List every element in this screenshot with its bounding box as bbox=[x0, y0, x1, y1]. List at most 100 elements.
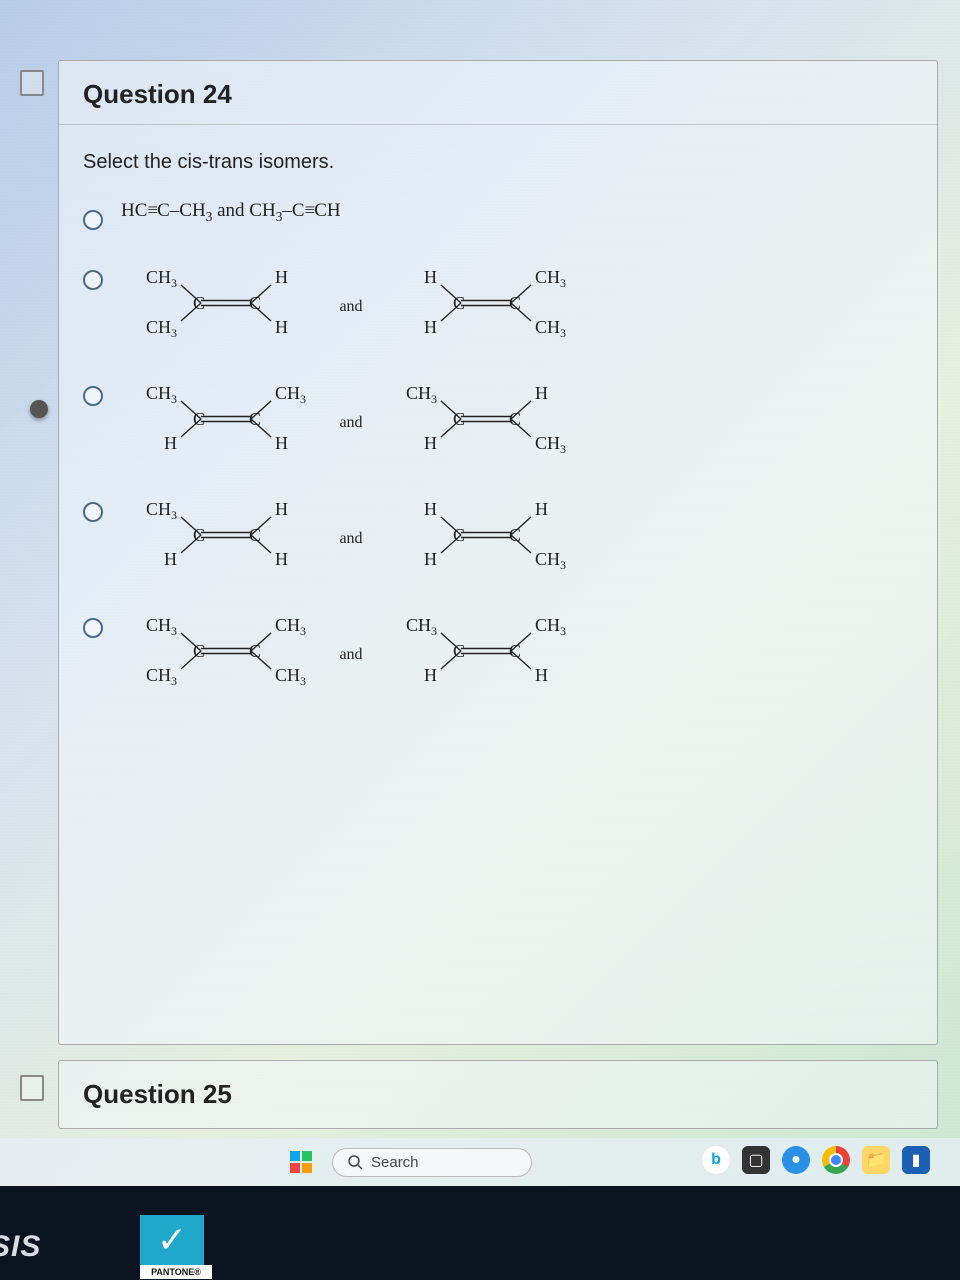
and-label: and bbox=[321, 298, 381, 316]
radio-icon[interactable] bbox=[83, 618, 103, 638]
svg-text:CH3: CH3 bbox=[146, 615, 177, 638]
and-label: and bbox=[321, 414, 381, 432]
svg-text:CH3: CH3 bbox=[275, 615, 306, 638]
option-2-content: CH3CH3HHCC and HHCH3CH3CC bbox=[121, 260, 581, 346]
svg-text:CH3: CH3 bbox=[146, 665, 177, 688]
svg-text:C: C bbox=[453, 641, 465, 661]
question-prompt: Select the cis-trans isomers. bbox=[83, 151, 913, 174]
svg-text:C: C bbox=[453, 525, 465, 545]
radio-icon[interactable] bbox=[83, 386, 103, 406]
svg-text:C: C bbox=[249, 409, 261, 429]
radio-icon[interactable] bbox=[83, 270, 103, 290]
question-body: Select the cis-trans isomers. HC≡C–CH3 a… bbox=[59, 125, 937, 734]
svg-text:CH3: CH3 bbox=[146, 499, 177, 522]
camera-icon[interactable]: ● bbox=[782, 1146, 810, 1174]
svg-text:H: H bbox=[424, 317, 437, 337]
next-question-panel: Question 25 bbox=[58, 1060, 938, 1129]
svg-text:H: H bbox=[424, 499, 437, 519]
search-icon bbox=[347, 1154, 363, 1170]
svg-text:H: H bbox=[164, 433, 177, 453]
molecule-svg: CH3 CH3 CH3 CH3 C C bbox=[121, 608, 321, 694]
chrome-icon[interactable] bbox=[822, 1146, 850, 1174]
svg-text:H: H bbox=[535, 383, 548, 403]
svg-text:C: C bbox=[193, 525, 205, 545]
svg-text:C: C bbox=[193, 409, 205, 429]
option-3-content: CH3HCH3HCC and CH3HHCH3CC bbox=[121, 376, 581, 462]
svg-text:C: C bbox=[509, 293, 521, 313]
svg-text:H: H bbox=[275, 433, 288, 453]
svg-text:H: H bbox=[164, 549, 177, 569]
svg-text:H: H bbox=[275, 549, 288, 569]
svg-text:C: C bbox=[509, 409, 521, 429]
svg-text:C: C bbox=[453, 293, 465, 313]
check-icon: ✓ bbox=[157, 1219, 187, 1261]
and-label: and bbox=[321, 646, 381, 664]
option-5[interactable]: CH3CH3CH3CH3CC and CH3HCH3HCC bbox=[83, 608, 913, 694]
svg-text:C: C bbox=[193, 293, 205, 313]
svg-text:CH3: CH3 bbox=[275, 383, 306, 406]
svg-text:CH3: CH3 bbox=[275, 665, 306, 688]
search-box[interactable]: Search bbox=[332, 1148, 532, 1177]
svg-text:H: H bbox=[424, 665, 437, 685]
radio-icon[interactable] bbox=[83, 210, 103, 230]
svg-text:C: C bbox=[249, 641, 261, 661]
pantone-label: PANTONE® bbox=[140, 1265, 212, 1279]
svg-text:C: C bbox=[509, 641, 521, 661]
option-3[interactable]: CH3HCH3HCC and CH3HHCH3CC bbox=[83, 376, 913, 462]
molecule-svg: CH3HCH3HCC bbox=[121, 376, 321, 462]
page-marker-icon bbox=[20, 1075, 44, 1101]
option-1[interactable]: HC≡C–CH3 and CH3–C≡CH bbox=[83, 200, 913, 230]
svg-text:H: H bbox=[424, 549, 437, 569]
bing-icon[interactable]: b bbox=[702, 1146, 730, 1174]
svg-text:C: C bbox=[453, 409, 465, 429]
app-icon[interactable]: ▢ bbox=[742, 1146, 770, 1174]
store-icon[interactable]: ▮ bbox=[902, 1146, 930, 1174]
search-placeholder: Search bbox=[371, 1154, 419, 1171]
svg-text:C: C bbox=[249, 293, 261, 313]
svg-text:CH3: CH3 bbox=[535, 317, 566, 340]
svg-text:C: C bbox=[193, 641, 205, 661]
svg-text:CH3: CH3 bbox=[406, 615, 437, 638]
molecule-svg: CH3HCH3HCC bbox=[381, 608, 581, 694]
system-tray: b ▢ ● 📁 ▮ bbox=[702, 1146, 930, 1174]
question-panel: Question 24 Select the cis-trans isomers… bbox=[58, 60, 938, 1045]
molecule-svg: CH3CH3HHCC bbox=[121, 260, 321, 346]
pantone-sticker: ✓ PANTONE® bbox=[140, 1215, 212, 1279]
option-4-content: CH3HHHCC and HHHCH3CC bbox=[121, 492, 581, 578]
svg-text:H: H bbox=[275, 267, 288, 287]
svg-text:H: H bbox=[535, 499, 548, 519]
radio-icon[interactable] bbox=[83, 502, 103, 522]
question-header: Question 24 bbox=[59, 61, 937, 125]
svg-text:CH3: CH3 bbox=[535, 615, 566, 638]
next-question-title: Question 25 bbox=[83, 1079, 913, 1110]
molecule-svg: CH3 H H CH3 C C bbox=[381, 376, 581, 462]
svg-text:C: C bbox=[509, 525, 521, 545]
svg-text:C: C bbox=[249, 525, 261, 545]
molecule-svg: H H H CH3 C C bbox=[381, 492, 581, 578]
svg-text:H: H bbox=[424, 433, 437, 453]
svg-text:CH3: CH3 bbox=[535, 267, 566, 290]
svg-text:CH3: CH3 bbox=[406, 383, 437, 406]
svg-text:H: H bbox=[275, 499, 288, 519]
brand-text: SIS bbox=[0, 1230, 41, 1264]
svg-text:CH3: CH3 bbox=[146, 317, 177, 340]
svg-text:CH3: CH3 bbox=[535, 549, 566, 572]
svg-text:H: H bbox=[275, 317, 288, 337]
option-5-content: CH3CH3CH3CH3CC and CH3HCH3HCC bbox=[121, 608, 581, 694]
start-icon[interactable] bbox=[290, 1151, 312, 1173]
molecule-svg: H H CH3 CH3 C C bbox=[381, 260, 581, 346]
svg-text:H: H bbox=[535, 665, 548, 685]
pushpin-icon bbox=[30, 400, 48, 418]
and-label: and bbox=[321, 530, 381, 548]
svg-text:CH3: CH3 bbox=[146, 267, 177, 290]
question-title: Question 24 bbox=[83, 79, 913, 110]
page-marker-icon bbox=[20, 70, 44, 96]
svg-text:CH3: CH3 bbox=[535, 433, 566, 456]
molecule-svg: CH3HHHCC bbox=[121, 492, 321, 578]
svg-text:H: H bbox=[424, 267, 437, 287]
option-4[interactable]: CH3HHHCC and HHHCH3CC bbox=[83, 492, 913, 578]
svg-text:CH3: CH3 bbox=[146, 383, 177, 406]
option-2[interactable]: CH3CH3HHCC and HHCH3CH3CC bbox=[83, 260, 913, 346]
option-1-text: HC≡C–CH3 and CH3–C≡CH bbox=[121, 200, 341, 225]
files-icon[interactable]: 📁 bbox=[862, 1146, 890, 1174]
